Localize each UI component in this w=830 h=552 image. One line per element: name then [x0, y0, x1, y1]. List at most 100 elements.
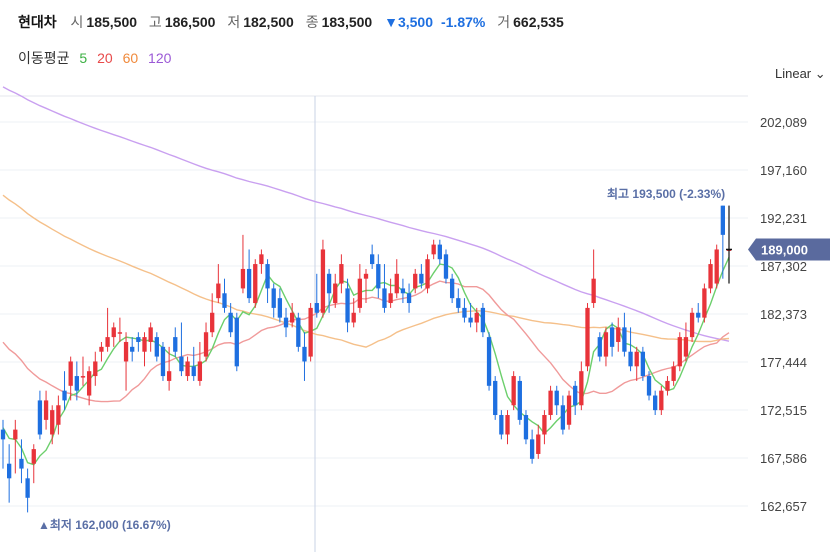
candle[interactable] [148, 322, 153, 352]
candle[interactable] [554, 385, 559, 416]
candle[interactable] [388, 278, 393, 308]
ma-5-label[interactable]: 5 [79, 50, 88, 66]
candle[interactable] [105, 307, 110, 352]
candle[interactable] [80, 356, 86, 386]
candle[interactable] [597, 332, 602, 362]
candle[interactable] [566, 390, 572, 430]
candle[interactable] [136, 332, 141, 352]
candle[interactable] [585, 303, 590, 372]
candle[interactable] [449, 273, 455, 304]
ma-60-label[interactable]: 60 [122, 50, 139, 66]
candle[interactable] [111, 322, 116, 347]
candle[interactable] [536, 424, 541, 459]
candle[interactable] [456, 288, 461, 313]
candle[interactable] [486, 332, 492, 391]
candle[interactable] [50, 405, 55, 445]
candle[interactable] [702, 283, 707, 323]
candle[interactable] [197, 341, 203, 386]
candle[interactable] [302, 332, 307, 381]
candle[interactable] [216, 264, 221, 304]
candle[interactable] [708, 259, 713, 294]
candle[interactable] [37, 390, 43, 440]
candle[interactable] [505, 410, 510, 445]
candle[interactable] [665, 376, 670, 396]
candle[interactable] [333, 273, 338, 308]
candle[interactable] [210, 293, 215, 338]
candle[interactable] [130, 337, 135, 362]
candle[interactable] [363, 268, 369, 304]
candle[interactable] [240, 234, 246, 294]
candle[interactable] [646, 371, 652, 401]
candle[interactable] [228, 303, 233, 338]
candle[interactable] [74, 361, 79, 401]
candle[interactable] [671, 361, 676, 386]
candle[interactable] [99, 341, 104, 362]
candle[interactable] [25, 468, 30, 513]
candle[interactable] [142, 332, 147, 367]
candle[interactable] [339, 254, 344, 294]
candle[interactable] [499, 410, 504, 440]
candle[interactable] [468, 303, 473, 328]
candle[interactable] [517, 376, 522, 425]
candle[interactable] [640, 346, 646, 381]
candle[interactable] [345, 278, 350, 333]
candle[interactable] [259, 249, 264, 274]
candle[interactable] [351, 298, 356, 328]
candle[interactable] [19, 439, 24, 484]
candle[interactable] [437, 239, 442, 265]
candle[interactable] [185, 356, 190, 381]
candle[interactable] [265, 259, 270, 304]
candle[interactable] [320, 239, 326, 318]
candle[interactable] [382, 264, 387, 313]
candle[interactable] [622, 312, 627, 357]
candle[interactable] [573, 380, 578, 416]
candle[interactable] [203, 322, 209, 362]
candle[interactable] [253, 259, 258, 308]
candle[interactable] [493, 376, 498, 420]
candle[interactable] [93, 351, 98, 386]
candle[interactable] [290, 303, 295, 328]
candle[interactable] [62, 371, 67, 411]
candle[interactable] [548, 385, 553, 420]
candle[interactable] [179, 322, 184, 377]
candle[interactable] [56, 395, 61, 435]
candle[interactable] [400, 278, 406, 304]
candle[interactable] [68, 356, 73, 401]
candle[interactable] [683, 322, 689, 362]
candle[interactable] [511, 371, 516, 411]
candle[interactable] [43, 390, 49, 430]
candle[interactable] [425, 254, 430, 294]
candle[interactable] [277, 288, 283, 323]
candle[interactable] [474, 307, 479, 333]
candle[interactable] [431, 239, 436, 260]
candle[interactable] [222, 278, 227, 313]
candle[interactable] [714, 244, 719, 289]
candle[interactable] [634, 346, 639, 381]
candle[interactable] [560, 395, 566, 435]
candle[interactable] [13, 419, 18, 474]
candle[interactable] [160, 341, 166, 381]
scale-selector[interactable]: Linear ⌄ [775, 66, 826, 82]
candle[interactable] [677, 332, 682, 372]
candle[interactable] [609, 322, 615, 357]
candle[interactable] [462, 298, 467, 323]
candle[interactable] [394, 259, 399, 299]
candle[interactable] [689, 307, 695, 342]
candle[interactable] [117, 317, 123, 342]
candle[interactable] [154, 332, 159, 362]
candle[interactable] [480, 303, 486, 338]
candle[interactable] [406, 283, 412, 313]
candle[interactable] [720, 205, 726, 279]
candle[interactable] [369, 244, 375, 269]
candle[interactable] [271, 283, 276, 318]
candle[interactable] [542, 410, 547, 445]
candle[interactable] [234, 312, 239, 372]
candle[interactable] [296, 312, 301, 352]
candle[interactable] [376, 254, 381, 299]
candle[interactable] [413, 268, 418, 294]
candle[interactable] [308, 303, 313, 362]
candle[interactable] [326, 268, 332, 313]
candle[interactable] [529, 429, 535, 464]
candle[interactable] [659, 385, 664, 416]
